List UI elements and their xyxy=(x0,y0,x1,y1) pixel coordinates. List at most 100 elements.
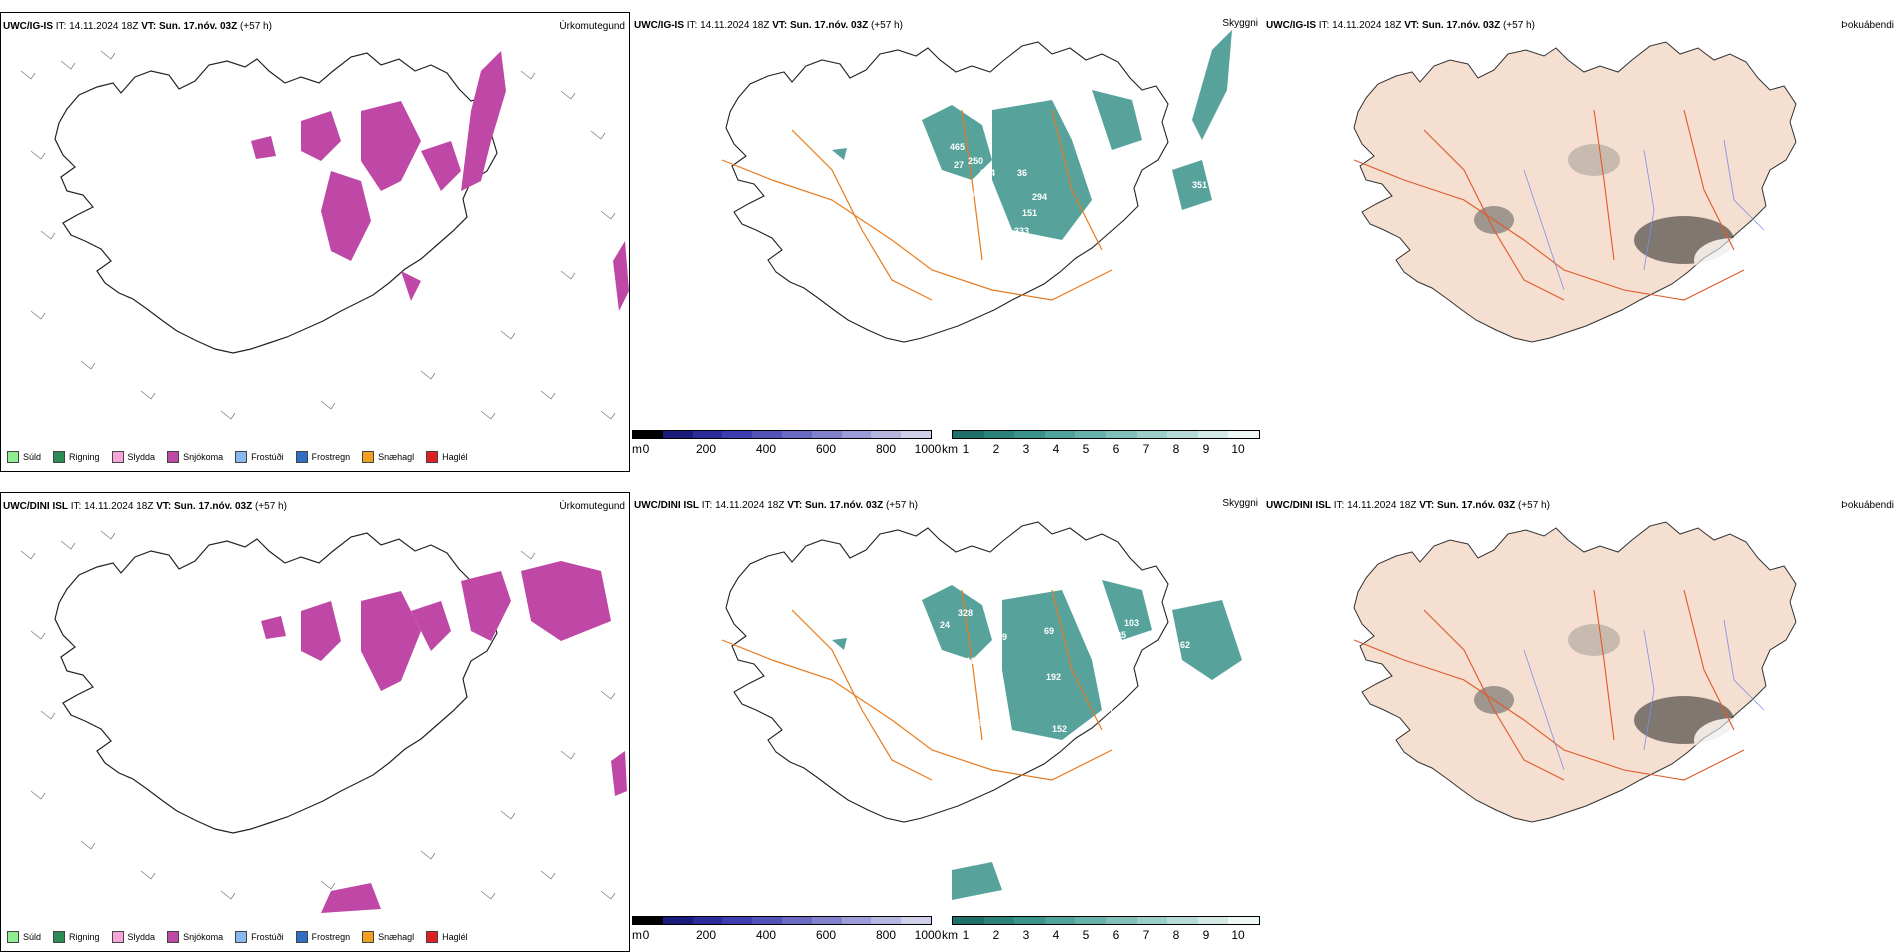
cloud-label: 27 xyxy=(954,160,964,170)
cloud-label: 250 xyxy=(968,156,983,166)
cloud-label: 270 xyxy=(996,726,1011,736)
colorbar-tick: 800 xyxy=(875,928,897,942)
colorbar-strip xyxy=(632,916,932,925)
colorbar-tick: 7 xyxy=(1142,928,1150,942)
panel-title: Þokuábendi xyxy=(1841,20,1894,31)
cloud-label: 96 xyxy=(987,240,997,250)
cloud-label: 278 xyxy=(966,190,981,200)
colorbar-tick: 3 xyxy=(1022,928,1030,942)
panel-header: UWC/DINI ISL IT: 14.11.2024 18Z VT: Sun.… xyxy=(1266,500,1550,511)
roads xyxy=(721,589,1113,781)
precip-panel-ig: UWC/IG-IS IT: 14.11.2024 18Z VT: Sun. 17… xyxy=(0,12,630,472)
cloud-label: 465 xyxy=(950,142,965,152)
legend-swatch xyxy=(362,451,375,463)
legend-swatch xyxy=(295,451,308,463)
colorbar-tick: 2 xyxy=(992,928,1000,942)
legend-swatch xyxy=(53,451,66,463)
visibility-map: 328 24 299 69 103 95 62 185 192 116 24 1… xyxy=(721,521,1242,900)
colorbar-strip xyxy=(952,430,1260,439)
panel-header: UWC/IG-IS IT: 14.11.2024 18Z VT: Sun. 17… xyxy=(3,21,272,32)
cloud-label: 351 xyxy=(1192,180,1207,190)
precip-map xyxy=(20,530,627,913)
visibility-panel-dini: UWC/DINI ISL IT: 14.11.2024 18Z VT: Sun.… xyxy=(632,492,1262,952)
colorbar-unit: m xyxy=(632,928,642,942)
precip-panel-dini: UWC/DINI ISL IT: 14.11.2024 18Z VT: Sun.… xyxy=(0,492,630,952)
legend-item: Snjókoma xyxy=(167,451,223,463)
colorbar-tick: 10 xyxy=(1231,928,1245,942)
cloud-base-labels: 465 27 250 284 278 36 294 04 351 151 333… xyxy=(940,142,1207,258)
cloud-label: 151 xyxy=(1022,208,1037,218)
panel-header: UWC/IG-IS IT: 14.11.2024 18Z VT: Sun. 17… xyxy=(1266,20,1535,31)
colorbar-tick: 1000 xyxy=(914,442,942,456)
legend-swatch xyxy=(362,931,375,943)
colorbar-tick: 6 xyxy=(1112,928,1120,942)
colorbar-strip xyxy=(632,430,932,439)
cloud-label: 24 xyxy=(940,620,950,630)
colorbar-unit: m xyxy=(632,442,642,456)
legend-swatch xyxy=(295,931,308,943)
colorbar-tick: 200 xyxy=(695,442,717,456)
cloud-label: 69 xyxy=(1044,626,1054,636)
visibility-colorbar: km 1 2 3 4 5 6 7 8 9 10 xyxy=(942,916,1262,946)
cloud-label: 284 xyxy=(980,168,995,178)
colorbar-tick: 600 xyxy=(815,442,837,456)
panel-title: Úrkomutegund xyxy=(559,21,625,32)
cloud-label: 152 xyxy=(1052,724,1067,734)
legend-swatch xyxy=(235,931,248,943)
legend-item: Snjókoma xyxy=(167,931,223,943)
fog-shading xyxy=(1474,144,1774,282)
fog-shading xyxy=(1474,624,1774,762)
legend-swatch xyxy=(167,931,180,943)
cloud-label: 138 xyxy=(1054,246,1069,256)
colorbar-tick: 4 xyxy=(1052,442,1060,456)
colorbar-unit: km xyxy=(942,442,958,456)
colorbar-tick: 5 xyxy=(1082,442,1090,456)
legend-item: Frostúði xyxy=(235,931,284,943)
cloud-label: 116 xyxy=(954,688,969,698)
cloud-label: 191 xyxy=(972,718,987,728)
panel-title: Skyggni xyxy=(1222,498,1258,509)
fog-panel-dini: UWC/DINI ISL IT: 14.11.2024 18Z VT: Sun.… xyxy=(1264,492,1900,952)
panel-header: UWC/DINI ISL IT: 14.11.2024 18Z VT: Sun.… xyxy=(3,501,287,512)
fog-map xyxy=(1353,41,1797,343)
fog-roads xyxy=(1353,109,1745,301)
wind-barbs xyxy=(20,50,616,420)
colorbar-tick: 2 xyxy=(992,442,1000,456)
colorbar-tick: 6 xyxy=(1112,442,1120,456)
colorbar-tick: 800 xyxy=(875,442,897,456)
legend-item: Rigning xyxy=(53,451,100,463)
cloud-label: 103 xyxy=(1124,618,1139,628)
legend-item: Frostregn xyxy=(295,451,350,463)
panel-title: Skyggni xyxy=(1222,18,1258,29)
colorbar-tick: 5 xyxy=(1082,928,1090,942)
legend-item: Frostregn xyxy=(295,931,350,943)
colorbar-tick: 4 xyxy=(1052,928,1060,942)
fog-rivers xyxy=(1523,139,1765,291)
legend-swatch xyxy=(53,931,66,943)
legend-swatch xyxy=(111,931,124,943)
cloud-label: 192 xyxy=(1046,672,1061,682)
legend-item: Súld xyxy=(7,451,41,463)
cloud-label: 62 xyxy=(1180,640,1190,650)
cloud-label: 36 xyxy=(1017,168,1027,178)
colorbar-tick: 3 xyxy=(1022,442,1030,456)
colorbar-tick: 1 xyxy=(962,928,970,942)
legend-item: Súld xyxy=(7,931,41,943)
legend-swatch xyxy=(167,451,180,463)
legend-item: Slydda xyxy=(111,451,155,463)
cloud-label: 299 xyxy=(992,632,1007,642)
cloud-label: 185 xyxy=(966,656,981,666)
roads xyxy=(721,109,1113,301)
colorbar-strip xyxy=(952,916,1260,925)
cloud-label: 24 xyxy=(1108,708,1118,718)
colorbar-tick: 9 xyxy=(1202,442,1210,456)
cloud-label: 226 xyxy=(1002,248,1017,258)
visibility-panel-ig: UWC/IG-IS IT: 14.11.2024 18Z VT: Sun. 17… xyxy=(632,12,1262,472)
colorbar-tick: 8 xyxy=(1172,442,1180,456)
legend-swatch xyxy=(111,451,124,463)
colorbar-tick: 10 xyxy=(1231,442,1245,456)
legend-item: Rigning xyxy=(53,931,100,943)
colorbar-tick: 8 xyxy=(1172,928,1180,942)
colorbar-tick: 600 xyxy=(815,928,837,942)
legend-item: Slydda xyxy=(111,931,155,943)
